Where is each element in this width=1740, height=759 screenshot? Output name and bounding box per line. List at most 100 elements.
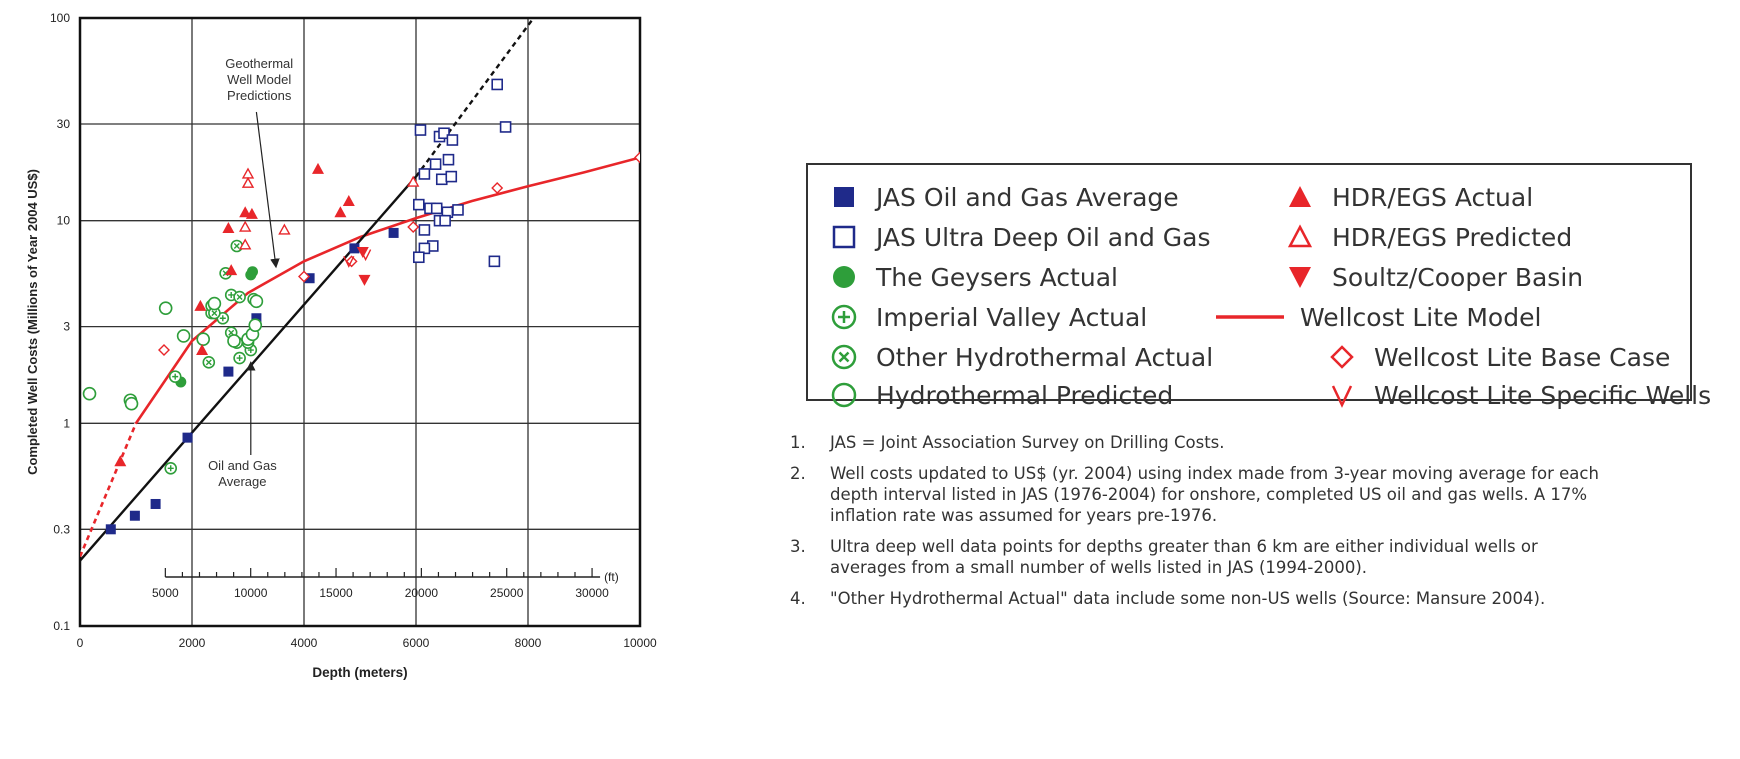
data-point xyxy=(196,332,210,347)
point-triangle xyxy=(196,344,209,356)
point-circle xyxy=(124,396,139,411)
feet-tick-label: 10000 xyxy=(234,586,268,600)
point-square xyxy=(412,251,425,264)
legend-item-jas-ultra-deep: JAS Ultra Deep Oil and Gas xyxy=(826,219,1211,255)
data-point xyxy=(445,170,458,183)
data-point xyxy=(358,274,371,286)
point-triangle xyxy=(359,249,372,262)
point-square xyxy=(439,214,451,227)
point-plus xyxy=(167,465,174,472)
legend-label: Wellcost Lite Specific Wells xyxy=(1374,380,1712,410)
data-point xyxy=(222,222,235,234)
data-point xyxy=(251,313,262,324)
data-point xyxy=(442,153,455,166)
series-line xyxy=(415,18,535,178)
data-point xyxy=(196,344,209,356)
y-tick-label: 3 xyxy=(63,320,70,334)
point-square xyxy=(435,173,448,186)
footnote: 1. JAS = Joint Association Survey on Dri… xyxy=(790,432,1710,453)
y-tick-label: 10 xyxy=(57,214,71,228)
data-point xyxy=(418,224,431,236)
point-triangle xyxy=(241,176,255,188)
point-square xyxy=(445,170,458,183)
circle-plus-icon xyxy=(826,299,862,335)
legend-item-other-hydrothermal: Other Hydrothermal Actual xyxy=(826,339,1213,375)
filled-square-icon xyxy=(826,179,862,215)
data-point xyxy=(241,167,255,179)
data-point xyxy=(82,386,97,401)
open-triangle-up-icon xyxy=(1282,219,1318,255)
point-square xyxy=(223,366,234,377)
data-point xyxy=(239,206,252,218)
point-square xyxy=(446,134,459,146)
data-point xyxy=(343,256,355,268)
point-triangle xyxy=(239,220,252,232)
point-circle xyxy=(227,334,241,348)
series-line xyxy=(80,156,640,558)
data-point xyxy=(246,266,258,278)
point-triangle xyxy=(343,256,355,268)
data-point xyxy=(239,220,252,232)
data-point xyxy=(114,455,127,467)
point-circle xyxy=(246,266,258,278)
footnote-text: JAS = Joint Association Survey on Drilli… xyxy=(830,433,1225,452)
x-tick-label: 0 xyxy=(77,636,84,650)
footnote-number: 4. xyxy=(790,589,806,608)
data-point xyxy=(349,243,360,254)
data-point xyxy=(412,251,425,264)
feet-tick-label: 15000 xyxy=(319,586,353,600)
point-x xyxy=(205,359,212,366)
legend-item-jas-average: JAS Oil and Gas Average xyxy=(826,179,1179,215)
data-point xyxy=(124,396,139,411)
data-point xyxy=(225,264,238,276)
data-point xyxy=(176,329,191,343)
data-point xyxy=(241,176,255,188)
legend-item-wellcost-specific: Wellcost Lite Specific Wells xyxy=(1324,377,1711,413)
footnote-text: Ultra deep well data points for depths g… xyxy=(830,537,1538,577)
legend-label: The Geysers Actual xyxy=(876,262,1118,292)
data-point xyxy=(388,227,399,238)
point-circle xyxy=(207,296,222,311)
data-point xyxy=(488,255,501,268)
data-point xyxy=(334,206,347,218)
data-point xyxy=(239,238,252,250)
legend-label: Hydrothermal Predicted xyxy=(876,380,1174,410)
footnote: 3. Ultra deep well data points for depth… xyxy=(790,536,1710,578)
data-point xyxy=(223,366,234,377)
feet-unit-label: (ft) xyxy=(604,570,619,584)
series-line xyxy=(80,175,417,562)
point-square xyxy=(491,78,504,91)
point-square xyxy=(304,273,315,284)
legend-item-wellcost-base: Wellcost Lite Base Case xyxy=(1324,339,1670,375)
point-square xyxy=(499,121,512,133)
open-square-icon xyxy=(826,219,862,255)
legend-label: JAS Oil and Gas Average xyxy=(876,182,1179,212)
data-point xyxy=(304,273,315,284)
x-tick-label: 8000 xyxy=(515,636,542,650)
data-point xyxy=(438,127,450,140)
open-circle-icon xyxy=(826,377,862,413)
data-point xyxy=(298,270,310,283)
point-diamond xyxy=(491,181,504,194)
footnote-number: 2. xyxy=(790,464,806,483)
point-triangle xyxy=(114,455,127,467)
legend-item-imperial-valley: Imperial Valley Actual xyxy=(826,299,1147,335)
point-plus xyxy=(172,373,179,380)
data-point xyxy=(249,294,264,309)
point-square xyxy=(150,498,161,509)
data-point xyxy=(359,249,372,262)
data-point xyxy=(230,239,244,253)
data-point xyxy=(342,195,355,207)
data-point xyxy=(105,524,116,535)
point-plus xyxy=(219,315,226,322)
point-triangle xyxy=(342,195,355,207)
data-point xyxy=(312,162,324,174)
x-tick-label: 6000 xyxy=(403,636,430,650)
data-point xyxy=(418,168,431,180)
footnote-number: 1. xyxy=(790,433,806,452)
data-point xyxy=(158,301,173,315)
open-triangle-down-icon xyxy=(1324,377,1360,413)
legend-label: Other Hydrothermal Actual xyxy=(876,342,1214,372)
legend-label: Imperial Valley Actual xyxy=(876,302,1148,332)
legend-label: JAS Ultra Deep Oil and Gas xyxy=(876,222,1211,252)
